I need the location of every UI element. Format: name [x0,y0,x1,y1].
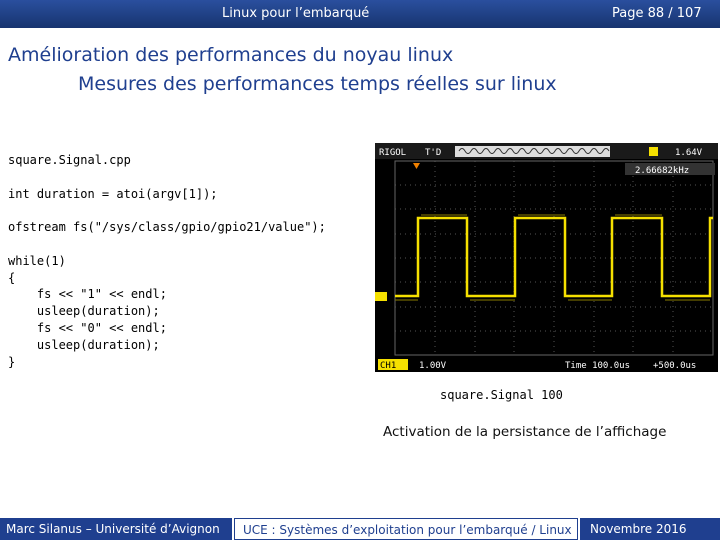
freq-box [625,163,715,175]
header-bar: Linux pour l’embarqué Page 88 / 107 [0,0,720,28]
timebase: Time 100.0us [565,361,630,371]
code-line: while(1) [8,253,66,268]
ground-marker [375,292,387,301]
code-block: ofstream fs("/sys/class/gpio/gpio21/valu… [8,219,326,236]
persistence [395,214,710,301]
channel: CH1 [380,361,396,371]
memory-bar [455,146,610,157]
code-block: int duration = atoi(argv[1]); [8,186,326,203]
scope-mode: T'D [425,148,441,158]
volts-div: 1.00V [419,361,447,371]
trigger-level: 1.64V [675,148,703,158]
code-line: fs << "1" << endl; [8,287,167,302]
footer-date: Novembre 2016 [580,518,720,540]
code-listing: square.Signal.cpp int duration = atoi(arg… [8,152,326,387]
scope-brand: RIGOL [379,148,406,158]
code-block: while(1) { fs << "1" << endl; usleep(dura… [8,253,326,371]
slide-title: Amélioration des performances du noyau l… [8,44,454,66]
code-line: { [8,270,16,285]
time-offset: +500.0us [653,361,696,371]
slide-subtitle: Mesures des performances temps réelles s… [78,73,557,95]
screen-bg [375,143,718,372]
code-line: fs << "0" << endl; [8,320,167,335]
footer-bar: Marc Silanus – Université d’Avignon UCE … [0,518,720,540]
footer-course: UCE : Systèmes d’exploitation pour l’emb… [234,518,578,540]
grid [395,161,713,355]
code-block: square.Signal.cpp [8,152,326,169]
header-title: Linux pour l’embarqué [222,6,370,21]
oscilloscope-screen: RIGOL T'D 1.64V 2.66682kHz CH1 1.00V Tim… [375,143,718,372]
footer-author: Marc Silanus – Université d’Avignon [0,518,232,540]
code-line: square.Signal.cpp [8,153,131,167]
trigger-marker [413,163,420,169]
frequency: 2.66682kHz [635,166,689,176]
channel-box [378,359,408,370]
code-line: } [8,354,16,369]
code-line: int duration = atoi(argv[1]); [8,186,218,201]
command-caption: square.Signal 100 [440,388,563,402]
code-line: usleep(duration); [8,304,160,319]
code-line: ofstream fs("/sys/class/gpio/gpio21/valu… [8,220,326,235]
square-wave [395,216,713,298]
ch-badge [649,147,658,156]
page-number: Page 88 / 107 [612,6,702,21]
code-line: usleep(duration); [8,337,160,352]
memory-wave [458,148,610,154]
description-caption: Activation de la persistance de l’affich… [383,424,667,440]
